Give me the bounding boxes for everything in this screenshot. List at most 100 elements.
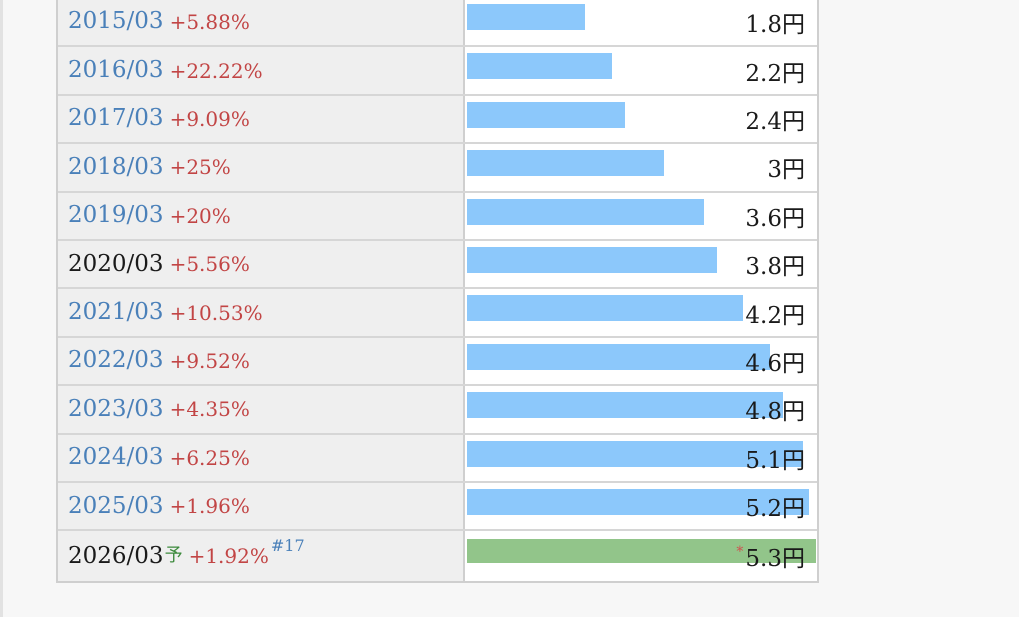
period-cell: 2024/03 +6.25%	[58, 434, 465, 481]
period-link[interactable]: 2015/03	[68, 8, 164, 35]
period-cell: 2019/03 +20%	[58, 192, 465, 239]
dividend-table: 2015/03 +5.88% 1.8円 2016/03 +22.22% 2.2円 2017/…	[56, 0, 819, 584]
value-label: 3.6円	[745, 193, 805, 239]
value-bar	[467, 440, 803, 467]
value-bar	[467, 4, 585, 30]
period-link[interactable]: 2017/03	[68, 105, 164, 132]
value-bar	[467, 101, 625, 128]
period-cell: 2015/03 +5.88%	[58, 0, 465, 46]
value-text: 2.2円	[745, 60, 805, 87]
value-cell: 1.8円	[467, 0, 817, 46]
change-percent: +6.25%	[169, 445, 250, 470]
change-percent: +10.53%	[169, 300, 263, 325]
table-row: 2023/03 +4.35% 4.8円	[58, 384, 817, 433]
value-cell: 5.1円	[467, 434, 817, 481]
value-text: 4.6円	[745, 350, 805, 377]
value-text: 5.2円	[745, 496, 805, 523]
period-label: 2026/03	[68, 542, 164, 569]
period-cell: 2023/03 +4.35%	[58, 386, 465, 433]
period-cell: 2016/03 +22.22%	[58, 47, 465, 94]
value-text: 3円	[767, 157, 805, 184]
value-label: 5.1円	[745, 435, 805, 481]
value-label: 3.8円	[745, 241, 805, 287]
value-label: 1.8円	[745, 0, 805, 45]
value-label: 2.2円	[745, 47, 805, 93]
value-text: 5.1円	[745, 447, 805, 474]
change-percent: +5.56%	[169, 252, 250, 277]
table-row: 2021/03 +10.53% 4.2円	[58, 287, 817, 336]
table-row: 2016/03 +22.22% 2.2円	[58, 45, 817, 94]
table-row: 2024/03 +6.25% 5.1円	[58, 432, 817, 481]
value-text: 4.8円	[745, 399, 805, 426]
period-cell: 2018/03 +25%	[58, 144, 465, 191]
value-bar	[467, 198, 704, 225]
value-text: 3.8円	[745, 254, 805, 281]
value-cell: 4.2円	[467, 289, 817, 336]
value-label: 3円	[767, 144, 805, 190]
value-bar	[467, 343, 770, 370]
change-percent: +1.92%	[188, 544, 269, 569]
value-cell: 2.2円	[467, 47, 817, 94]
period-link[interactable]: 2019/03	[68, 202, 164, 229]
change-percent: +20%	[169, 203, 231, 228]
period-cell: 2021/03 +10.53%	[58, 289, 465, 336]
period-link[interactable]: 2023/03	[68, 395, 164, 422]
change-percent: +9.52%	[169, 348, 250, 373]
value-label: 5.2円	[745, 483, 805, 529]
value-label: 4.2円	[745, 289, 805, 335]
period-label: 2020/03	[68, 250, 164, 277]
period-link[interactable]: 2016/03	[68, 57, 164, 84]
value-cell: 2.4円	[467, 95, 817, 143]
value-label: 4.6円	[745, 338, 805, 384]
table-row: 2017/03 +9.09% 2.4円	[58, 93, 817, 143]
table-row: 2025/03 +1.96% 5.2円	[58, 480, 817, 530]
value-text: 5.3円	[745, 546, 805, 573]
value-label: 4.8円	[745, 386, 805, 432]
value-cell: 4.6円	[467, 337, 817, 385]
change-percent: +25%	[169, 155, 231, 180]
value-label: 2.4円	[745, 96, 805, 142]
change-percent: +9.09%	[169, 106, 250, 131]
value-text: 2.4円	[745, 108, 805, 135]
table-row: 2018/03 +25% 3円	[58, 142, 817, 191]
footnote-link[interactable]: #17	[270, 536, 305, 556]
value-bar	[467, 53, 612, 80]
value-bar	[467, 488, 809, 515]
change-percent: +22.22%	[169, 58, 263, 83]
table-row: 2022/03 +9.52% 4.6円	[58, 335, 817, 385]
table-row: 2015/03 +5.88% 1.8円	[58, 0, 817, 46]
period-cell: 2020/03 +5.56%	[58, 240, 465, 288]
period-cell: 2022/03 +9.52%	[58, 337, 465, 385]
table-row: 2020/03 +5.56% 3.8円	[58, 238, 817, 288]
value-bar	[467, 392, 783, 419]
period-link[interactable]: 2025/03	[68, 492, 164, 519]
period-cell: 2026/03 予 +1.92% #17	[58, 531, 465, 582]
value-cell: 4.8円	[467, 386, 817, 433]
table-row: 2026/03 予 +1.92% #17 * 5.3円	[58, 529, 817, 582]
period-link[interactable]: 2021/03	[68, 299, 164, 326]
period-link[interactable]: 2024/03	[68, 444, 164, 471]
forecast-mark: 予	[164, 545, 183, 567]
change-percent: +4.35%	[169, 397, 250, 422]
forecast-bar	[467, 539, 816, 564]
period-link[interactable]: 2022/03	[68, 347, 164, 374]
value-text: 4.2円	[745, 302, 805, 329]
value-cell: 3円	[467, 144, 817, 191]
table-row: 2019/03 +20% 3.6円	[58, 190, 817, 239]
value-cell: 3.8円	[467, 240, 817, 288]
change-percent: +1.96%	[169, 494, 250, 519]
value-text: 1.8円	[745, 11, 805, 38]
period-cell: 2017/03 +9.09%	[58, 95, 465, 143]
period-cell: 2025/03 +1.96%	[58, 482, 465, 530]
period-link[interactable]: 2018/03	[68, 153, 164, 180]
value-label: * 5.3円	[736, 531, 805, 581]
estimate-asterisk: *	[736, 544, 744, 561]
change-percent: +5.88%	[169, 9, 250, 34]
value-cell: 5.2円	[467, 482, 817, 530]
value-bar	[467, 246, 717, 273]
value-bar	[467, 295, 743, 322]
value-bar	[467, 150, 664, 177]
value-cell: * 5.3円	[467, 531, 817, 582]
value-cell: 3.6円	[467, 192, 817, 239]
